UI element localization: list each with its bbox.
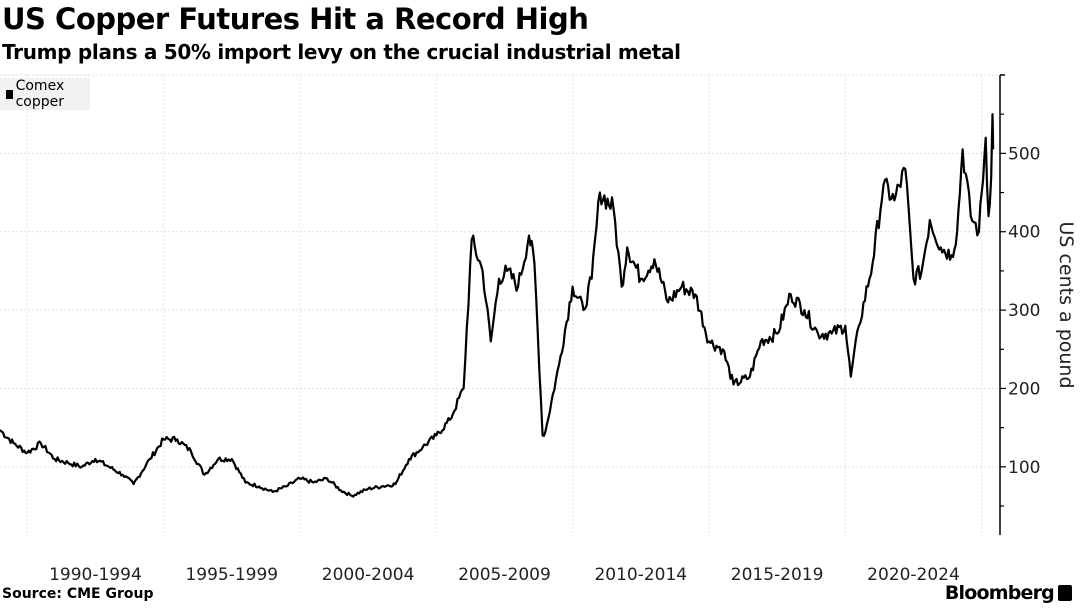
x-tick-label: 2005-2009 <box>458 565 551 585</box>
x-tick-label: 2000-2004 <box>322 565 415 585</box>
y-axis: 100 200 300 400 500 <box>999 74 1040 535</box>
chart-subtitle: Trump plans a 50% import levy on the cru… <box>2 40 681 64</box>
x-axis-labels: 1990-1994 1995-1999 2000-2004 2005-2009 2010… <box>49 565 960 585</box>
series-line-comex-copper <box>0 113 995 498</box>
x-tick-label: 2020-2024 <box>867 565 960 585</box>
y-tick-label: 400 <box>1008 223 1040 243</box>
bloomberg-terminal-icon <box>1058 585 1072 601</box>
legend-swatch <box>6 89 13 99</box>
brand-logo: Bloomberg <box>945 582 1072 604</box>
legend: Comex copper <box>0 78 90 110</box>
source-note: Source: CME Group <box>2 586 154 602</box>
legend-label: Comex copper <box>15 78 65 110</box>
y-axis-label: US cents a pound <box>1055 221 1077 388</box>
x-tick-label: 2015-2019 <box>731 565 824 585</box>
x-tick-label: 1995-1999 <box>185 565 278 585</box>
grid <box>0 74 998 535</box>
y-tick-label: 100 <box>1008 458 1040 478</box>
x-tick-label: 1990-1994 <box>49 565 142 585</box>
brand-name: Bloomberg <box>944 582 1055 604</box>
y-tick-label: 300 <box>1008 301 1040 321</box>
chart-title: US Copper Futures Hit a Record High <box>2 2 589 36</box>
y-tick-label: 200 <box>1008 379 1040 399</box>
y-tick-label: 500 <box>1008 144 1040 164</box>
x-tick-label: 2010-2014 <box>594 565 687 585</box>
